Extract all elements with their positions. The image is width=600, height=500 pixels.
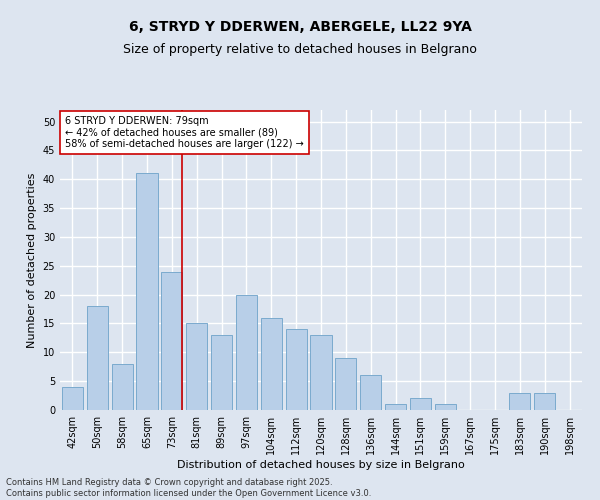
Bar <box>310 335 332 410</box>
Bar <box>534 392 555 410</box>
Text: 6 STRYD Y DDERWEN: 79sqm
← 42% of detached houses are smaller (89)
58% of semi-d: 6 STRYD Y DDERWEN: 79sqm ← 42% of detach… <box>65 116 304 149</box>
Bar <box>286 329 307 410</box>
Bar <box>211 335 232 410</box>
Bar <box>161 272 182 410</box>
Y-axis label: Number of detached properties: Number of detached properties <box>27 172 37 348</box>
Bar <box>87 306 108 410</box>
Bar <box>136 174 158 410</box>
Bar <box>335 358 356 410</box>
Bar <box>62 387 83 410</box>
Bar <box>261 318 282 410</box>
Bar <box>360 376 381 410</box>
Bar <box>236 294 257 410</box>
Bar <box>509 392 530 410</box>
Bar <box>385 404 406 410</box>
Bar <box>186 324 207 410</box>
Bar <box>112 364 133 410</box>
Text: 6, STRYD Y DDERWEN, ABERGELE, LL22 9YA: 6, STRYD Y DDERWEN, ABERGELE, LL22 9YA <box>128 20 472 34</box>
Bar <box>435 404 456 410</box>
Text: Size of property relative to detached houses in Belgrano: Size of property relative to detached ho… <box>123 42 477 56</box>
Bar <box>410 398 431 410</box>
X-axis label: Distribution of detached houses by size in Belgrano: Distribution of detached houses by size … <box>177 460 465 470</box>
Text: Contains HM Land Registry data © Crown copyright and database right 2025.
Contai: Contains HM Land Registry data © Crown c… <box>6 478 371 498</box>
